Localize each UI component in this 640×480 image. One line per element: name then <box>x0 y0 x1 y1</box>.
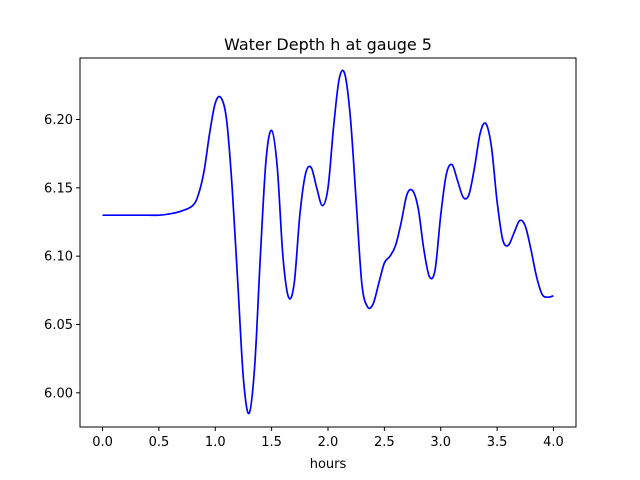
plot-area <box>102 69 554 415</box>
x-tick-label: 3.5 <box>487 435 508 450</box>
x-tick-label: 4.0 <box>543 435 564 450</box>
y-tick-label: 6.05 <box>44 318 73 333</box>
y-tick-label: 6.00 <box>44 386 73 401</box>
chart-title: Water Depth h at gauge 5 <box>224 35 432 54</box>
x-axis-label: hours <box>310 457 347 472</box>
x-tick-label: 0.5 <box>149 435 170 450</box>
axis-ticks: 0.0 0.5 1.0 1.5 2.0 2.5 3.0 3.5 4.0 6.00 6.05 6.10 6… <box>44 113 564 450</box>
series-line-0 <box>102 69 554 415</box>
x-tick-label: 1.0 <box>205 435 226 450</box>
x-tick-label: 3.0 <box>430 435 451 450</box>
x-tick-label: 2.0 <box>318 435 339 450</box>
y-tick-label: 6.20 <box>44 113 73 128</box>
x-tick-label: 1.5 <box>261 435 282 450</box>
x-tick-label: 0.0 <box>92 435 113 450</box>
x-tick-label: 2.5 <box>374 435 395 450</box>
y-tick-label: 6.10 <box>44 250 73 265</box>
y-tick-label: 6.15 <box>44 181 73 196</box>
